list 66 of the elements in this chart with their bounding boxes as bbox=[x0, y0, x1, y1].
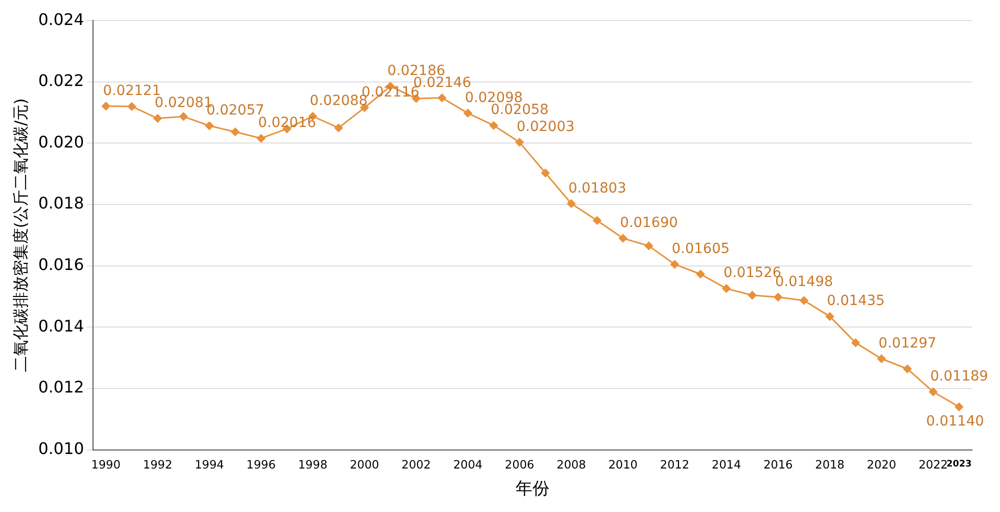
y-tick-label: 0.012 bbox=[38, 378, 84, 397]
point bbox=[722, 284, 731, 294]
x-tick-label: 1996 bbox=[246, 458, 276, 472]
point bbox=[696, 270, 706, 279]
x-tick-label: 2012 bbox=[660, 458, 690, 472]
x-tick-label: 2016 bbox=[763, 458, 793, 472]
point bbox=[928, 387, 938, 396]
point bbox=[540, 168, 550, 178]
x-tick-label: 2006 bbox=[504, 458, 534, 472]
data-label: 0.01140 bbox=[926, 414, 984, 430]
data-label: 0.01803 bbox=[568, 180, 626, 196]
x-tick-label: 1994 bbox=[194, 458, 224, 472]
x-tick-label: 2018 bbox=[815, 458, 844, 472]
point bbox=[902, 364, 912, 374]
point bbox=[178, 112, 188, 122]
x-tick-label: 2010 bbox=[608, 458, 638, 472]
data-label: 0.02003 bbox=[516, 118, 575, 135]
data-label: 0.01435 bbox=[826, 293, 885, 310]
x-tick-label: 2022 bbox=[918, 458, 948, 472]
x-tick-label: 2020 bbox=[866, 458, 896, 472]
point bbox=[670, 260, 680, 269]
x-tick-label: 2004 bbox=[453, 458, 483, 472]
y-tick-label: 0.022 bbox=[38, 71, 84, 90]
data-label: 0.02058 bbox=[490, 102, 549, 118]
data-label: 0.01605 bbox=[672, 240, 730, 257]
point bbox=[489, 120, 498, 130]
x-tick-label: 2002 bbox=[402, 458, 431, 472]
point bbox=[230, 127, 240, 136]
x-tick-label: 2014 bbox=[712, 458, 742, 472]
point bbox=[256, 134, 266, 143]
x-tick-label: 2000 bbox=[350, 458, 380, 472]
point bbox=[463, 108, 472, 118]
x-tick-label: 2023 bbox=[946, 460, 972, 470]
point bbox=[644, 241, 654, 250]
y-tick-label: 0.018 bbox=[38, 194, 84, 213]
point bbox=[153, 114, 162, 123]
point bbox=[438, 93, 447, 102]
point bbox=[877, 354, 886, 364]
x-axis-title: 年份 bbox=[516, 479, 550, 500]
point bbox=[204, 121, 214, 130]
point bbox=[748, 290, 757, 300]
y-tick-label: 0.024 bbox=[38, 10, 84, 29]
point bbox=[515, 138, 524, 147]
x-tick-label: 1990 bbox=[91, 458, 121, 472]
x-tick-label: 1998 bbox=[298, 458, 328, 472]
point bbox=[334, 123, 344, 132]
point bbox=[825, 312, 834, 321]
y-tick-label: 0.010 bbox=[38, 438, 84, 458]
x-tick-label: 1992 bbox=[142, 458, 172, 472]
data-label: 0.01297 bbox=[878, 335, 936, 352]
point bbox=[592, 216, 602, 225]
point bbox=[851, 338, 860, 348]
y-tick-label: 0.014 bbox=[38, 316, 84, 336]
y-axis-title: 二氧化碳排放密集度(公斤二氧化碳/元) bbox=[10, 98, 30, 372]
point bbox=[618, 234, 628, 243]
point bbox=[799, 296, 808, 305]
point bbox=[101, 102, 110, 111]
y-tick-label: 0.020 bbox=[38, 132, 84, 152]
point bbox=[774, 292, 783, 302]
data-label: 0.01690 bbox=[620, 214, 678, 231]
point bbox=[566, 199, 576, 208]
data-label: 0.01189 bbox=[930, 368, 988, 384]
point bbox=[954, 402, 964, 412]
x-tick-label: 2008 bbox=[556, 458, 586, 472]
y-tick-label: 0.016 bbox=[38, 255, 84, 274]
point bbox=[127, 102, 136, 111]
